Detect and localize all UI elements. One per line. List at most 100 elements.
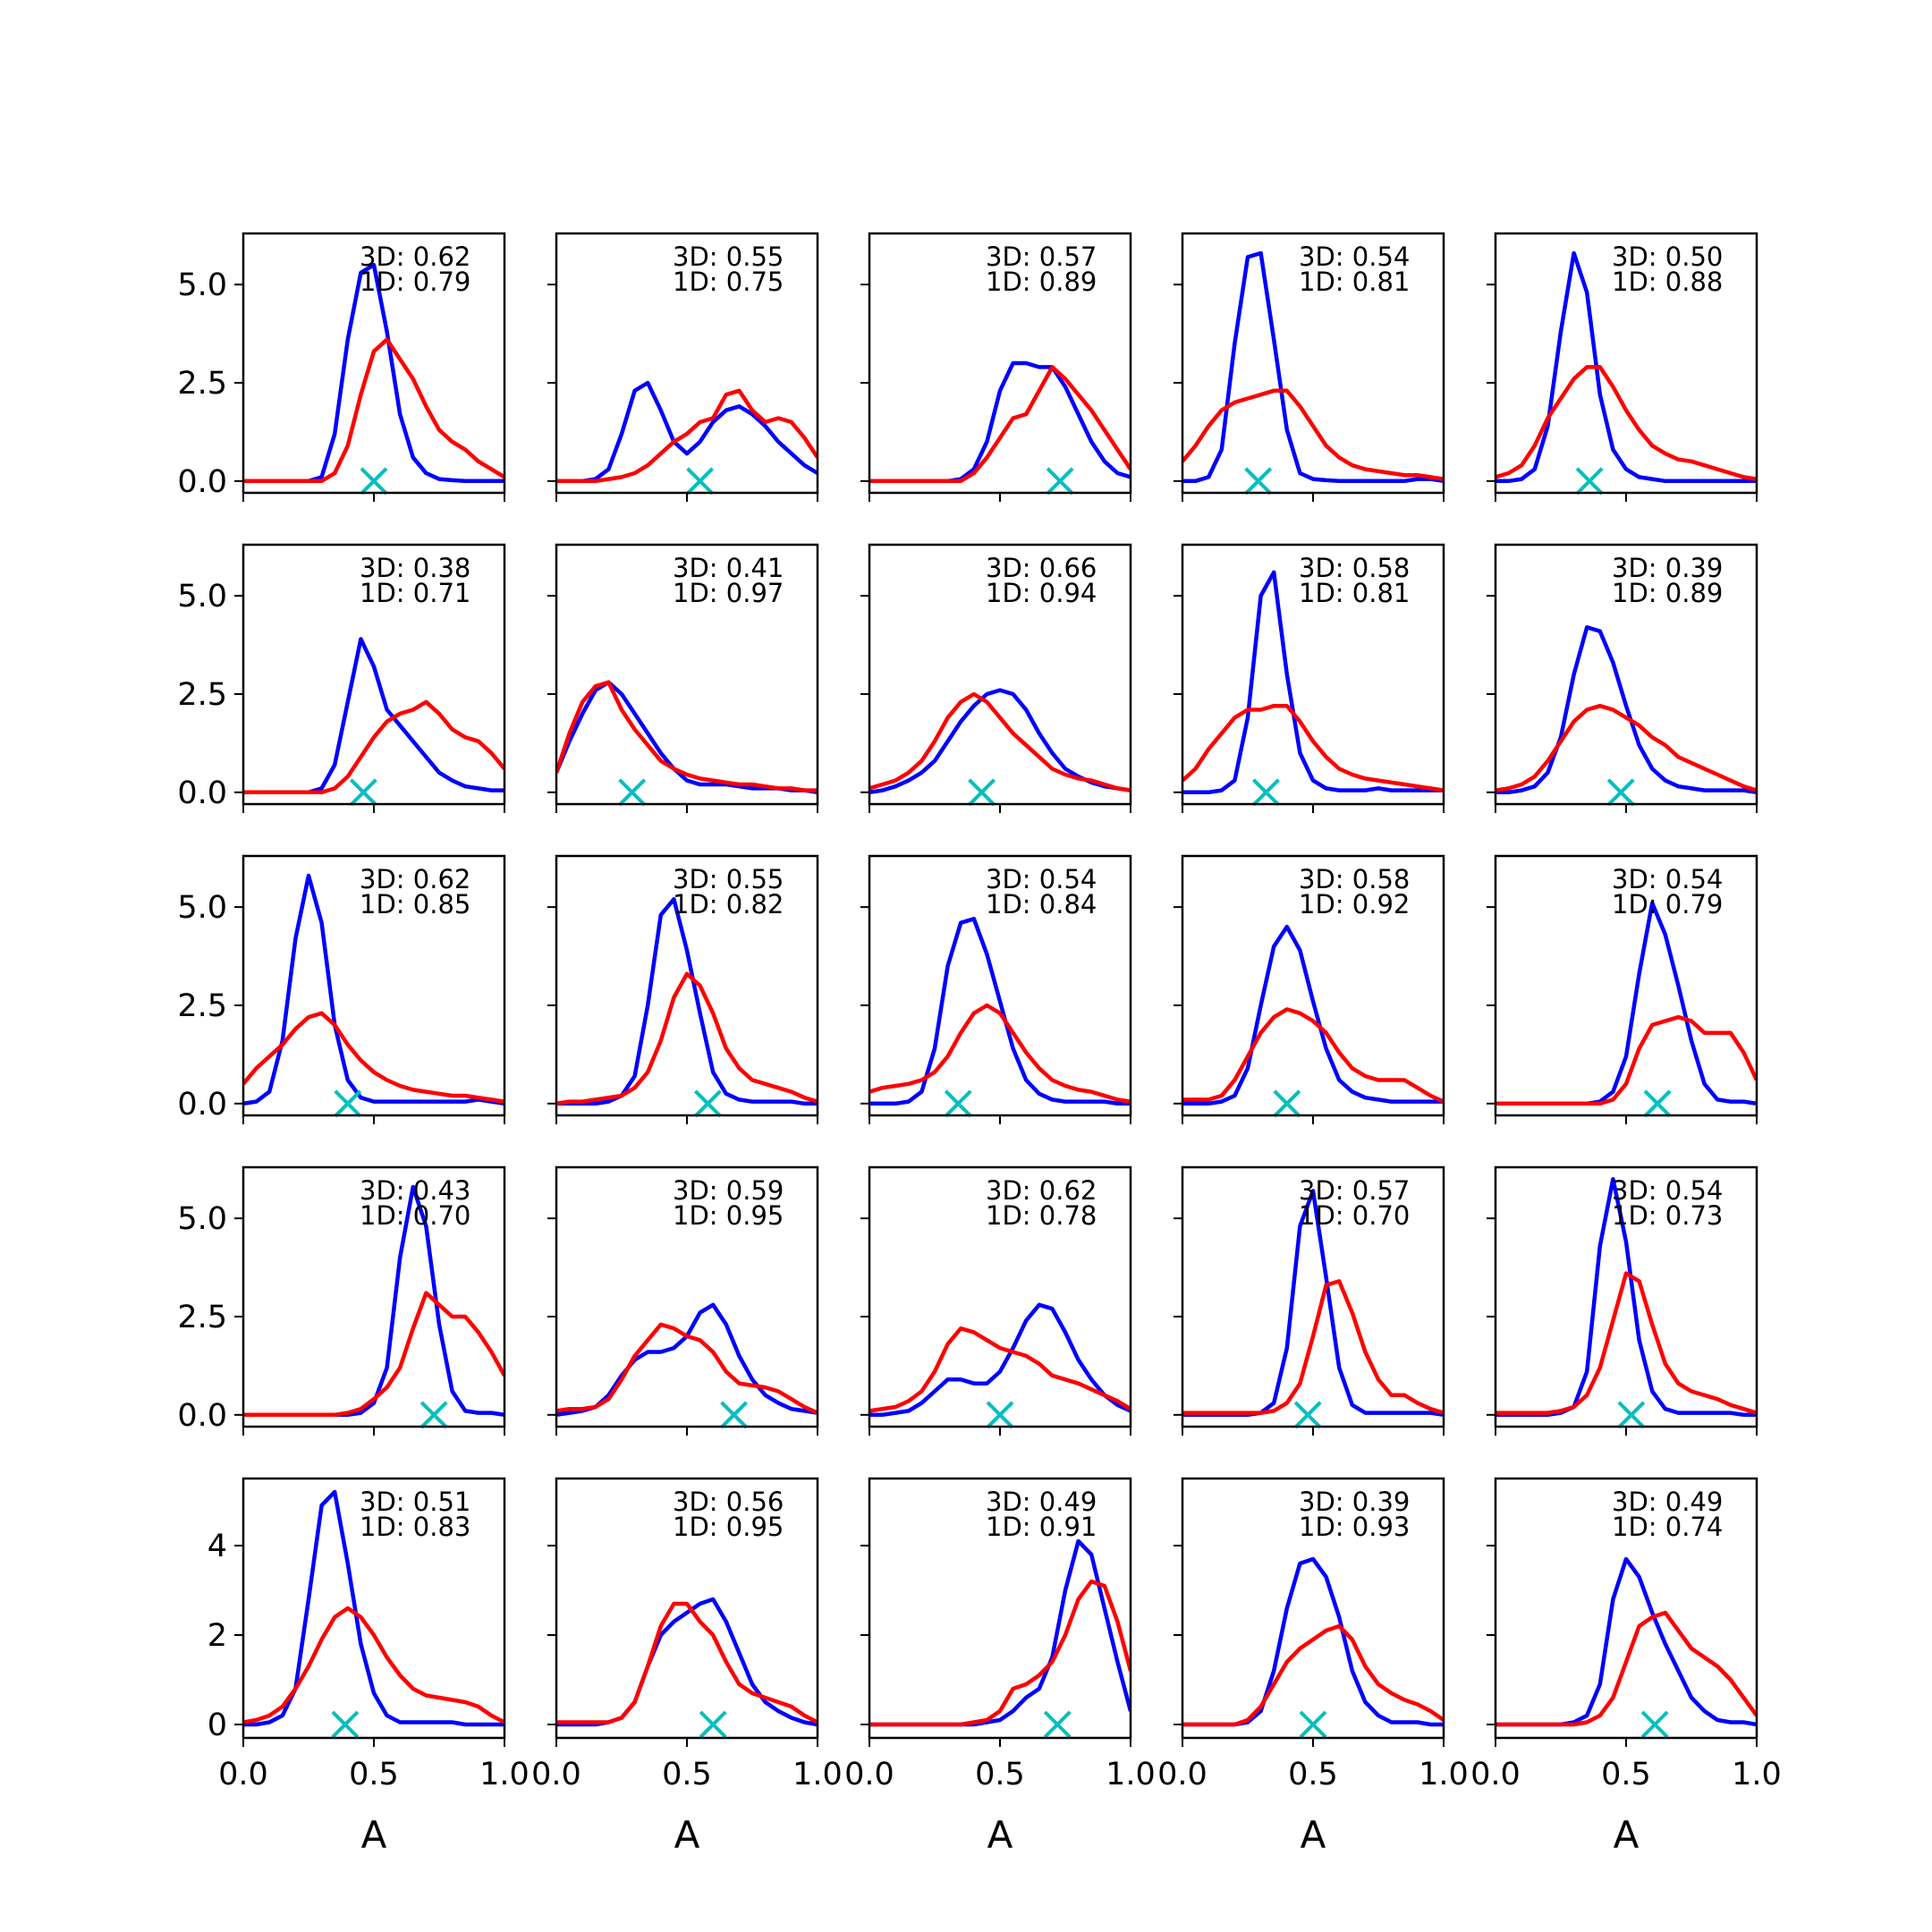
true-value-marker xyxy=(1043,1710,1072,1739)
true-value-marker xyxy=(1293,1401,1322,1429)
x-tick-label: 1.0 xyxy=(1419,1757,1469,1792)
y-tick-label: 0.0 xyxy=(177,1398,227,1434)
true-value-marker xyxy=(1299,1710,1327,1739)
annotation-1d: 1D: 0.78 xyxy=(986,1200,1097,1231)
annotation-3d: 3D: 0.50 xyxy=(1612,242,1723,272)
series-1d-line xyxy=(869,365,1131,484)
marker-stroke-b xyxy=(419,1401,448,1429)
curves xyxy=(1182,924,1444,1106)
series-3d-line xyxy=(869,917,1131,1106)
series-3d-line xyxy=(1496,625,1757,795)
series-1d-line xyxy=(556,680,818,792)
y-tick-label: 0.0 xyxy=(177,775,227,811)
axes-frame xyxy=(868,1165,1132,1428)
annotation-1d: 1D: 0.89 xyxy=(986,267,1097,297)
annotation-1d: 1D: 0.95 xyxy=(673,1200,784,1231)
marker-stroke-b xyxy=(1273,1089,1301,1118)
annotation-1d: 1D: 0.94 xyxy=(986,578,1097,608)
marker-stroke-b xyxy=(968,778,996,807)
axes-frame xyxy=(242,1165,506,1428)
marker-stroke-b xyxy=(331,1710,360,1739)
annotation-3d: 3D: 0.49 xyxy=(1612,1487,1723,1517)
annotation-1d: 1D: 0.93 xyxy=(1299,1512,1410,1542)
annotation-1d: 1D: 0.82 xyxy=(673,889,784,919)
annotation-3d: 3D: 0.41 xyxy=(673,553,784,583)
annotation-3d: 3D: 0.59 xyxy=(673,1175,784,1206)
series-3d-line xyxy=(1182,250,1444,484)
y-tick-label: 5.0 xyxy=(177,267,227,303)
axes-frame xyxy=(1494,232,1758,495)
axes-frame xyxy=(1494,1165,1758,1428)
annotation-3d: 3D: 0.54 xyxy=(1299,242,1410,272)
curves xyxy=(243,873,504,1106)
axes-frame xyxy=(1494,543,1758,806)
y-tick-label: 0.0 xyxy=(177,464,227,500)
marker-stroke-b xyxy=(1617,1401,1646,1429)
true-value-marker xyxy=(1606,778,1635,807)
series-1d-line xyxy=(243,337,504,484)
marker-stroke-b xyxy=(334,1089,362,1118)
series-1d-line xyxy=(1182,703,1444,792)
annotation-1d: 1D: 0.89 xyxy=(1612,578,1723,608)
x-tick-label: 1.0 xyxy=(792,1757,843,1792)
curves xyxy=(556,680,818,795)
axes-frame xyxy=(242,854,506,1117)
annotation-1d: 1D: 0.83 xyxy=(360,1512,470,1542)
series-1d-line xyxy=(1182,388,1444,481)
annotation-1d: 1D: 0.97 xyxy=(673,578,784,608)
series-1d-line xyxy=(869,691,1131,792)
true-value-marker xyxy=(1575,467,1604,496)
annotation-3d: 3D: 0.43 xyxy=(360,1175,470,1206)
curves xyxy=(869,360,1131,484)
axes-frame xyxy=(868,854,1132,1117)
curves xyxy=(869,917,1131,1106)
curves xyxy=(1182,1556,1444,1727)
marker-stroke-b xyxy=(986,1401,1014,1429)
series-3d-line xyxy=(556,897,818,1106)
x-tick-label: 0.0 xyxy=(1157,1757,1208,1792)
series-1d-line xyxy=(1496,1014,1757,1106)
marker-stroke-b xyxy=(1043,1710,1072,1739)
x-axis-label: A xyxy=(1614,1813,1640,1857)
series-3d-line xyxy=(1182,570,1444,795)
annotation-3d: 3D: 0.39 xyxy=(1612,553,1723,583)
annotation-1d: 1D: 0.70 xyxy=(1299,1200,1410,1231)
annotation-3d: 3D: 0.58 xyxy=(1299,864,1410,894)
y-tick-label: 5.0 xyxy=(177,579,227,614)
annotation-1d: 1D: 0.74 xyxy=(1612,1512,1723,1542)
series-1d-line xyxy=(1496,703,1757,792)
series-1d-line xyxy=(243,699,504,795)
annotation-3d: 3D: 0.62 xyxy=(360,242,470,272)
series-1d-line xyxy=(1496,1271,1757,1415)
y-tick-label: 4 xyxy=(208,1529,227,1564)
annotation-3d: 3D: 0.51 xyxy=(360,1487,470,1517)
annotation-3d: 3D: 0.55 xyxy=(673,242,784,272)
axes-frame xyxy=(1181,232,1445,495)
marker-stroke-b xyxy=(1640,1710,1669,1739)
x-tick-label: 1.0 xyxy=(1732,1757,1782,1792)
true-value-marker xyxy=(1252,778,1280,807)
y-tick-label: 2 xyxy=(208,1618,227,1654)
annotation-1d: 1D: 0.91 xyxy=(986,1512,1097,1542)
series-1d-line xyxy=(556,971,818,1106)
marker-stroke-b xyxy=(618,778,647,807)
y-tick-label: 2.5 xyxy=(177,1300,227,1335)
true-value-marker xyxy=(944,1089,972,1118)
axes-frame xyxy=(1181,1165,1445,1428)
x-tick-label: 0.0 xyxy=(1470,1757,1521,1792)
annotation-1d: 1D: 0.70 xyxy=(360,1200,470,1231)
annotation-1d: 1D: 0.81 xyxy=(1299,267,1410,297)
